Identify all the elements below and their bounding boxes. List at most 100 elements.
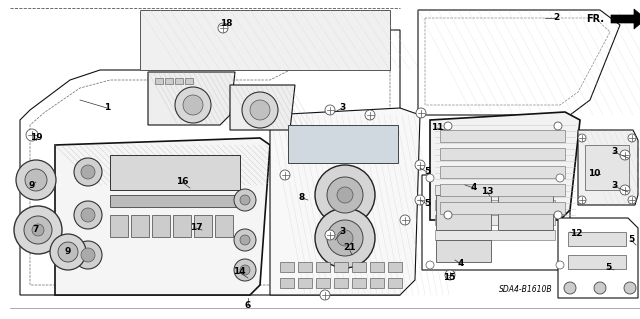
Circle shape — [628, 196, 636, 204]
Text: 3: 3 — [339, 227, 345, 236]
Circle shape — [74, 158, 102, 186]
Bar — [165, 78, 173, 84]
Text: 11: 11 — [431, 123, 444, 132]
Bar — [568, 232, 626, 246]
Bar — [316, 278, 330, 288]
Circle shape — [594, 282, 606, 294]
Bar — [388, 262, 402, 272]
Text: 17: 17 — [189, 224, 202, 233]
Circle shape — [444, 211, 452, 219]
Polygon shape — [270, 108, 420, 295]
Text: 3: 3 — [611, 147, 617, 157]
Text: 5: 5 — [424, 199, 430, 209]
Text: 14: 14 — [233, 268, 245, 277]
Circle shape — [445, 270, 455, 280]
Bar — [215, 215, 233, 237]
Polygon shape — [611, 9, 640, 29]
Bar — [110, 155, 240, 190]
Bar — [498, 195, 553, 230]
Circle shape — [327, 220, 363, 256]
Circle shape — [81, 165, 95, 179]
Text: 15: 15 — [443, 273, 455, 283]
Bar — [435, 185, 555, 195]
Text: 16: 16 — [176, 177, 188, 187]
Circle shape — [365, 110, 375, 120]
Bar — [334, 262, 348, 272]
Text: 5: 5 — [628, 235, 634, 244]
Circle shape — [624, 282, 636, 294]
Circle shape — [234, 229, 256, 251]
Bar — [388, 278, 402, 288]
Circle shape — [554, 122, 562, 130]
Bar — [435, 200, 555, 210]
Text: 5: 5 — [605, 263, 611, 272]
Circle shape — [564, 282, 576, 294]
Text: 4: 4 — [458, 259, 464, 269]
Circle shape — [81, 248, 95, 262]
Bar — [334, 278, 348, 288]
Circle shape — [32, 224, 44, 236]
Circle shape — [315, 208, 375, 268]
Circle shape — [325, 105, 335, 115]
Bar — [185, 78, 193, 84]
Bar — [440, 166, 565, 178]
Circle shape — [250, 100, 270, 120]
Circle shape — [14, 206, 62, 254]
Bar — [316, 262, 330, 272]
Bar — [298, 262, 312, 272]
Text: 4: 4 — [471, 183, 477, 192]
Bar — [152, 215, 170, 237]
Polygon shape — [230, 85, 295, 130]
Circle shape — [620, 185, 630, 195]
Text: 3: 3 — [339, 103, 345, 113]
Text: 9: 9 — [65, 248, 71, 256]
Circle shape — [578, 196, 586, 204]
Text: 6: 6 — [245, 300, 251, 309]
Circle shape — [337, 187, 353, 203]
Bar — [140, 10, 390, 70]
Text: 21: 21 — [343, 243, 355, 253]
Bar — [440, 184, 565, 196]
Circle shape — [234, 189, 256, 211]
Bar — [352, 278, 366, 288]
Circle shape — [554, 211, 562, 219]
Bar — [440, 130, 565, 142]
Bar — [440, 148, 565, 160]
Text: 2: 2 — [553, 13, 559, 23]
Bar — [173, 215, 191, 237]
Text: SDA4-B1610B: SDA4-B1610B — [499, 285, 552, 294]
Bar — [370, 262, 384, 272]
Bar — [436, 195, 491, 230]
Bar — [440, 202, 565, 214]
Circle shape — [556, 261, 564, 269]
Circle shape — [240, 265, 250, 275]
Bar — [280, 278, 294, 288]
Circle shape — [25, 169, 47, 191]
Text: 8: 8 — [299, 194, 305, 203]
Bar — [435, 230, 555, 240]
Circle shape — [444, 122, 452, 130]
Text: 12: 12 — [570, 229, 582, 239]
Circle shape — [242, 92, 278, 128]
Text: 19: 19 — [29, 133, 42, 143]
Circle shape — [240, 235, 250, 245]
Bar — [298, 278, 312, 288]
Circle shape — [240, 195, 250, 205]
Text: 5: 5 — [424, 167, 430, 176]
Circle shape — [415, 195, 425, 205]
Polygon shape — [418, 10, 620, 115]
Text: 9: 9 — [29, 181, 35, 189]
Circle shape — [26, 129, 38, 141]
Text: 3: 3 — [611, 182, 617, 190]
Text: 10: 10 — [588, 169, 600, 179]
Circle shape — [74, 241, 102, 269]
Bar — [194, 215, 212, 237]
Circle shape — [175, 87, 211, 123]
Polygon shape — [422, 175, 570, 270]
Bar — [131, 215, 149, 237]
Polygon shape — [578, 130, 638, 205]
Bar — [370, 278, 384, 288]
Circle shape — [50, 234, 86, 270]
Circle shape — [280, 170, 290, 180]
Circle shape — [58, 242, 78, 262]
